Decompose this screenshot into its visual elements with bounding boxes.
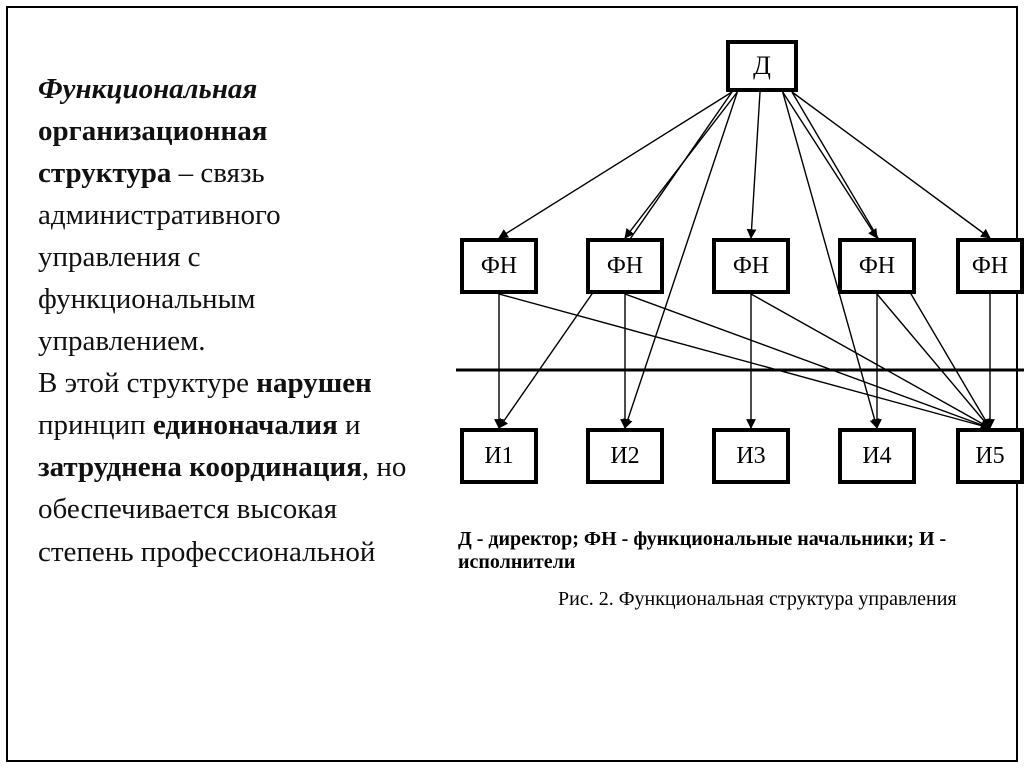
node-i5: И5 (956, 428, 1024, 484)
page-frame: Функциональная организационная структура… (6, 6, 1018, 762)
node-i3: И3 (712, 428, 790, 484)
node-f4: ФН (838, 238, 916, 294)
para2d: затруднена координация (38, 451, 362, 483)
node-f1: ФН (460, 238, 538, 294)
description-text: Функциональная организационная структура… (38, 68, 408, 573)
node-f3: ФН (712, 238, 790, 294)
node-i1: И1 (460, 428, 538, 484)
para2b2: принцип (38, 409, 153, 441)
diagram-caption: Рис. 2. Функциональная структура управле… (558, 588, 957, 611)
diagram-legend: Д - директор; ФН - функциональные началь… (458, 528, 1024, 574)
node-f5: ФН (956, 238, 1024, 294)
org-chart-diagram: Д - директор; ФН - функциональные началь… (438, 28, 1024, 588)
node-i4: И4 (838, 428, 916, 484)
node-f2: ФН (586, 238, 664, 294)
diagram-arrows (438, 28, 1024, 588)
para2c: единоначалия (153, 409, 338, 441)
node-i2: И2 (586, 428, 664, 484)
para2c2: и (338, 409, 361, 441)
node-d: Д (726, 40, 798, 92)
para2b: нарушен (256, 367, 372, 399)
term-line1: Функциональная (38, 73, 257, 105)
para2a: В этой структуре (38, 367, 256, 399)
